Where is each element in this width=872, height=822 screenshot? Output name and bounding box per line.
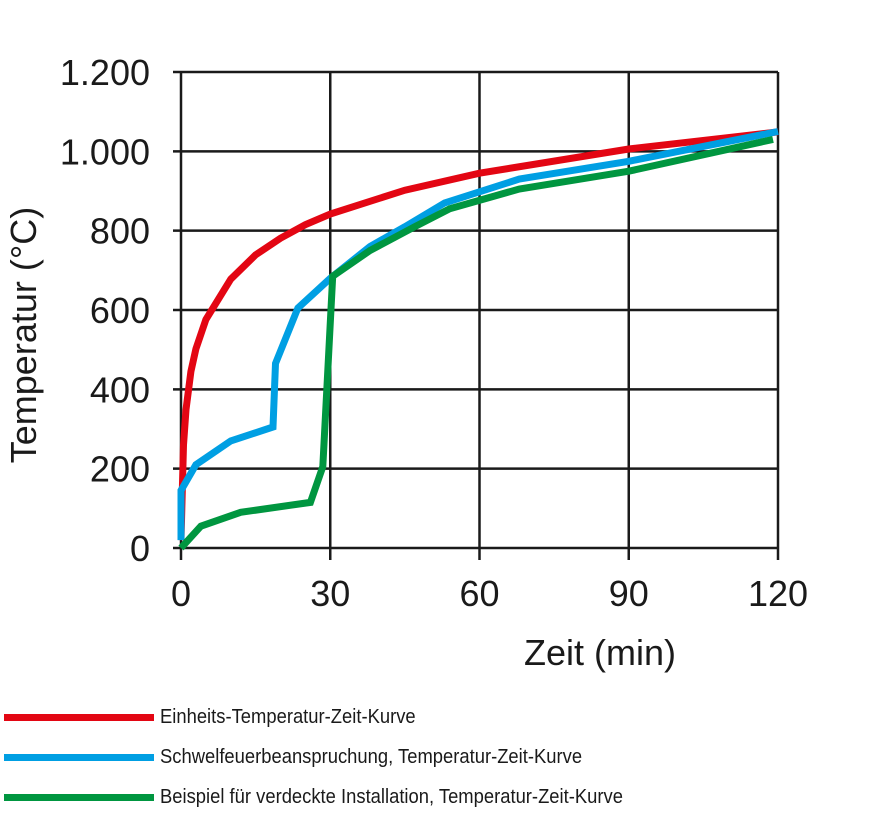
series-line-0 xyxy=(177,128,779,541)
x-axis-ticks: 0 30 60 90 120 xyxy=(171,573,808,614)
x-tick-label: 30 xyxy=(310,573,350,614)
y-tick-label: 200 xyxy=(90,449,150,490)
legend-swatch-blue xyxy=(4,753,154,761)
temperature-time-chart: 0 200 400 600 800 1.000 1.200 0 30 60 90 120 Tempe… xyxy=(3,52,808,673)
series-line-2 xyxy=(178,135,774,551)
x-axis-title: Zeit (min) xyxy=(524,632,676,673)
x-tick-label: 90 xyxy=(609,573,649,614)
y-tick-label: 600 xyxy=(90,290,150,331)
plot-series xyxy=(177,128,779,551)
y-tick-label: 0 xyxy=(130,528,150,569)
legend-label: Einheits-Temperatur-Zeit-Kurve xyxy=(160,705,416,728)
x-tick-label: 60 xyxy=(459,573,499,614)
legend-swatch-green xyxy=(4,793,154,801)
series-line-1 xyxy=(177,128,779,541)
legend-label: Schwelfeuerbeanspruchung, Temperatur-Zei… xyxy=(160,745,583,768)
legend-swatch-red xyxy=(4,713,154,721)
y-axis-ticks: 0 200 400 600 800 1.000 1.200 xyxy=(60,52,150,569)
x-tick-label: 120 xyxy=(748,573,808,614)
y-axis-title: Temperatur (°C) xyxy=(3,207,44,463)
y-tick-label: 1.200 xyxy=(60,52,150,93)
y-tick-label: 400 xyxy=(90,369,150,410)
y-tick-label: 800 xyxy=(90,211,150,252)
x-tick-label: 0 xyxy=(171,573,191,614)
legend-label: Beispiel für verdeckte Installation, Tem… xyxy=(160,785,623,808)
y-tick-label: 1.000 xyxy=(60,131,150,172)
